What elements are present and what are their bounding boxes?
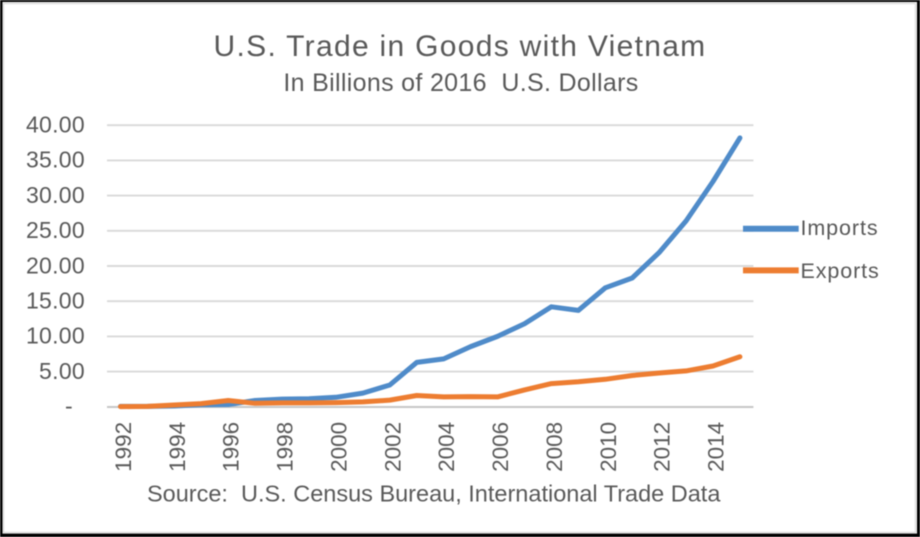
svg-text:Exports: Exports: [801, 259, 880, 283]
svg-text:2004: 2004: [434, 422, 459, 472]
svg-text:2000: 2000: [326, 422, 351, 472]
svg-text:10.00: 10.00: [26, 323, 85, 349]
svg-text:2006: 2006: [488, 422, 513, 472]
svg-text:25.00: 25.00: [26, 217, 85, 243]
svg-text:In Billions of 2016 U.S. Doll: In Billions of 2016 U.S. Dollars: [283, 69, 638, 97]
svg-text:Imports: Imports: [801, 216, 879, 240]
svg-text:U.S. Trade in Goods with Vietn: U.S. Trade in Goods with Vietnam: [214, 30, 707, 63]
svg-text:40.00: 40.00: [26, 112, 85, 138]
svg-text:30.00: 30.00: [26, 182, 85, 208]
svg-text:-: -: [65, 393, 73, 419]
svg-text:Source: U.S. Census Bureau, I: Source: U.S. Census Bureau, Internationa…: [147, 481, 721, 507]
svg-text:2012: 2012: [650, 422, 675, 472]
svg-text:5.00: 5.00: [39, 358, 85, 384]
svg-text:1996: 1996: [219, 422, 244, 472]
svg-text:2010: 2010: [596, 422, 621, 472]
svg-text:2008: 2008: [542, 422, 567, 472]
svg-text:1994: 1994: [165, 422, 190, 472]
svg-text:2014: 2014: [704, 422, 729, 472]
svg-text:20.00: 20.00: [26, 252, 85, 278]
svg-text:1992: 1992: [111, 422, 136, 472]
svg-text:1998: 1998: [273, 422, 298, 472]
svg-text:2002: 2002: [380, 422, 405, 472]
svg-text:35.00: 35.00: [26, 147, 85, 173]
svg-text:15.00: 15.00: [26, 288, 85, 314]
